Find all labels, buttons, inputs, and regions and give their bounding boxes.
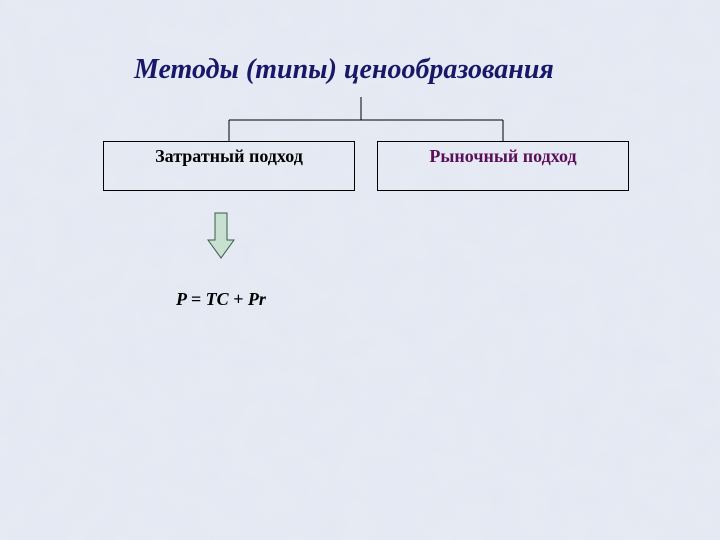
price-formula: P = TC + Pr xyxy=(176,289,266,310)
down-arrow-icon xyxy=(208,213,234,258)
approach-box-cost-label: Затратный подход xyxy=(155,146,303,167)
approach-box-cost: Затратный подход xyxy=(103,141,355,191)
approach-box-market-label: Рыночный подход xyxy=(429,146,576,167)
slide-title: Методы (типы) ценообразования xyxy=(134,54,554,86)
approach-box-market: Рыночный подход xyxy=(377,141,629,191)
